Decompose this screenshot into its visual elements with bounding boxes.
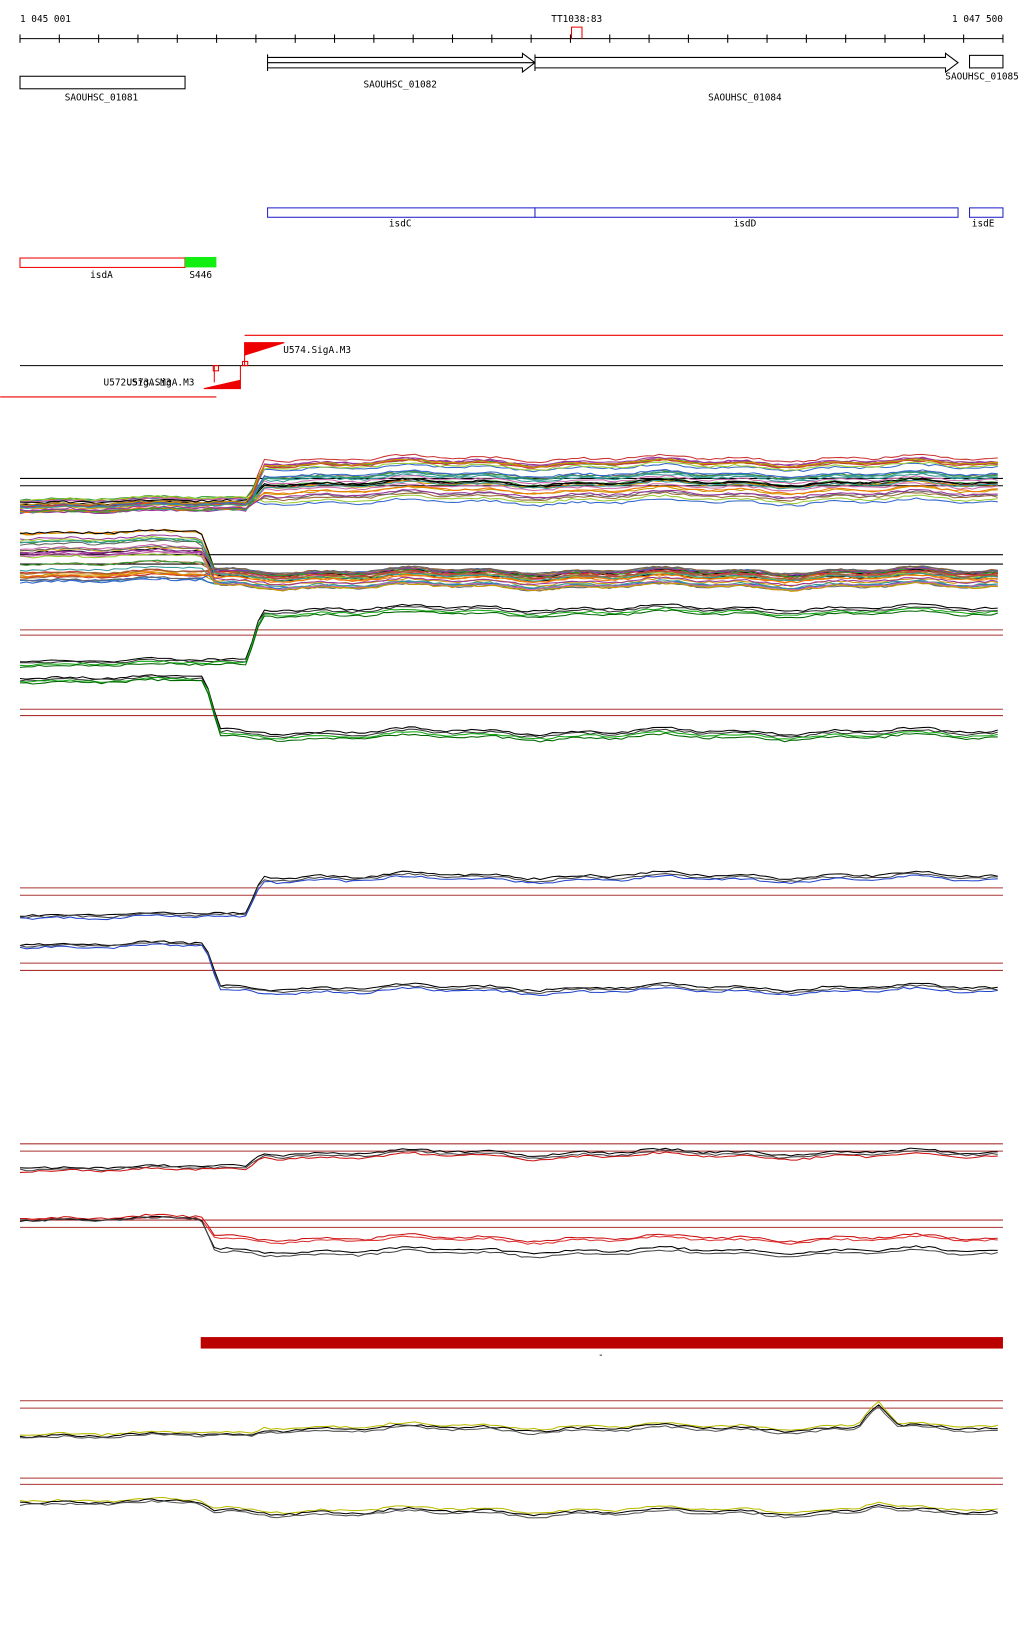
expression-line [19,1215,998,1245]
expression-line [19,1496,998,1514]
expression-line [19,1213,998,1243]
expression-line [19,675,998,739]
expression-line [19,485,998,514]
expression-line [19,676,998,740]
region-label: isdA [90,270,113,281]
gene [969,54,1004,69]
gene-label: SAOUHSC_01084 [708,92,782,103]
expression-line [19,609,998,668]
feature-label: isdE [972,219,995,230]
features [267,207,1004,218]
feature-label: isdD [734,219,757,230]
expression-line [19,943,998,997]
expression-line [19,678,998,743]
marker [571,26,583,39]
expression-line [19,1500,998,1519]
expression-line [19,942,998,995]
expression-line [19,874,998,921]
expression-line [19,537,998,582]
gene [19,75,186,90]
expression-line [19,458,998,507]
gene-label: SAOUHSC_01082 [363,80,436,91]
gene-label: SAOUHSC_01081 [65,92,139,103]
segment-label: - [598,1350,604,1361]
expression-line [19,494,998,505]
expression-line [19,1215,998,1259]
expression-line [19,479,998,514]
ruler [19,26,1004,43]
expression-line [19,1149,998,1172]
expression-line [19,605,998,664]
expression-line [19,537,998,578]
ruler-start: 1 045 001 [20,14,71,25]
expression-line [19,474,998,503]
expression-line [19,940,998,993]
promoter-mark [212,365,219,372]
expression-line [19,674,998,737]
expression-line [19,545,998,575]
feature [969,207,1004,218]
region [185,256,217,268]
expression-line [19,496,998,507]
segment-bar [200,1337,1003,1349]
region [19,257,186,268]
feature-label: isdC [389,219,412,230]
promoters [0,334,1003,398]
promoter-flag [244,342,285,366]
expression-line [19,477,998,505]
feature [534,207,959,218]
expression-line [19,1151,998,1173]
ruler-end: 1 047 500 [952,14,1003,25]
ruler-marker: TT1038:83 [551,14,602,25]
region-label: S446 [189,270,212,281]
expression-line [19,471,998,510]
promoter-mark [241,360,249,367]
expression-line [19,571,998,583]
expression-line [19,1498,998,1517]
expression-line [19,1215,998,1255]
promoter-flag [203,365,241,390]
gene-arrow [534,52,959,74]
expression-tracks [19,453,1003,1519]
promoter-label: U574.SigA.M3 [283,345,351,356]
promoter-label: U572.SigA.M3 [104,377,172,388]
expression-line [19,488,998,512]
expression-line [19,1147,998,1170]
expression-line [19,1404,998,1438]
expression-line [19,870,998,917]
feature [267,207,536,218]
expression-line [19,545,998,592]
gene-arrow [267,52,536,74]
genes [19,52,1004,90]
promoter-label: U573.SigA.M3 [127,377,195,388]
gene-label: SAOUHSC_01085 [945,71,1018,82]
expression-line [19,1405,998,1439]
